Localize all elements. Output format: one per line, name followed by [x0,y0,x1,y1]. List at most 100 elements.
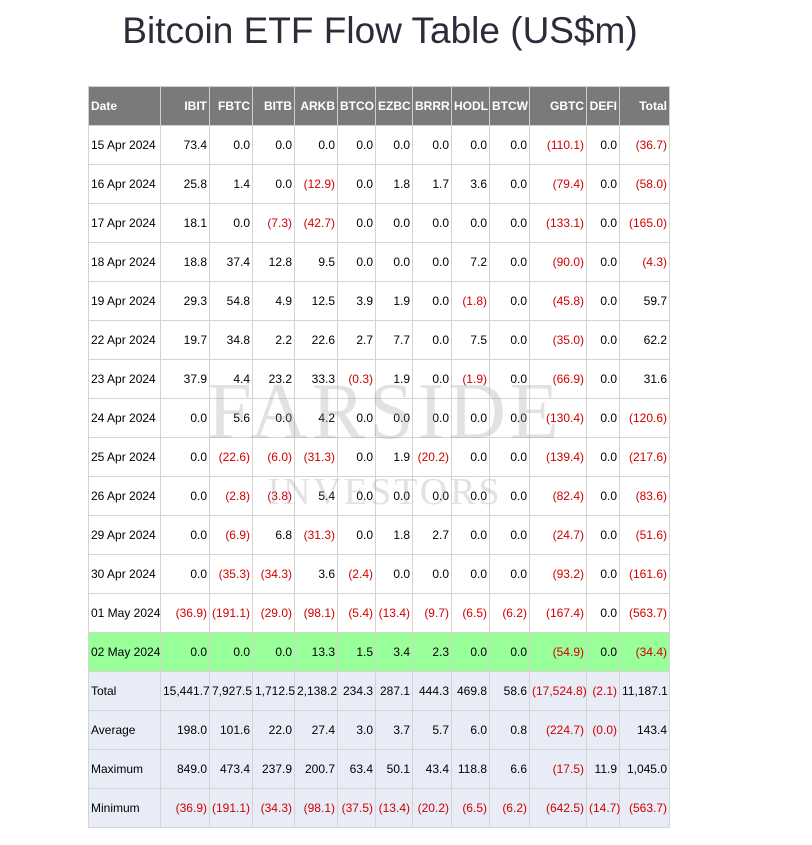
table-row: 18 Apr 2024 18.8 37.4 12.8 9.5 0.0 0.0 0.0 7.2 0.… [88,242,670,282]
table-cell: 9.5 [294,242,338,282]
table-row: 15 Apr 2024 73.4 0.0 0.0 0.0 0.0 0.0 0.0 0.0 0.0(… [88,125,670,165]
table-cell: 0.0 [451,125,490,165]
table-cell: (2.4) [337,554,376,594]
table-cell: 2.3 [412,632,452,672]
table-cell: 0.0 [586,281,620,321]
table-cell: 0.0 [209,203,253,243]
table-body: 15 Apr 2024 73.4 0.0 0.0 0.0 0.0 0.0 0.0 0.0 0.0(… [88,125,670,828]
table-cell: 0.0 [586,359,620,399]
column-header: BTCO [337,86,376,126]
table-cell: 3.6 [451,164,490,204]
table-cell: (98.1) [294,788,338,828]
row-label-cell: 02 May 2024 [88,632,161,672]
table-cell: 0.0 [451,203,490,243]
table-cell: 27.4 [294,710,338,750]
row-label-cell: 23 Apr 2024 [88,359,161,399]
table-cell: 0.0 [160,476,210,516]
row-label-cell: Total [88,671,161,711]
table-cell: 0.0 [160,554,210,594]
table-cell: 6.8 [252,515,295,555]
table-cell: 2.7 [412,515,452,555]
row-label-cell: 17 Apr 2024 [88,203,161,243]
table-cell: 0.0 [375,242,413,282]
table-cell: 18.8 [160,242,210,282]
row-label-cell: 16 Apr 2024 [88,164,161,204]
table-cell: 234.3 [337,671,376,711]
table-row: 23 Apr 2024 37.9 4.4 23.2 33.3 (0.3) 1.9 0.0 (1.… [88,359,670,399]
table-cell: (20.2) [412,437,452,477]
table-cell: 3.7 [375,710,413,750]
table-cell: (6.5) [451,788,490,828]
table-cell: 0.0 [412,203,452,243]
table-cell: (58.0) [619,164,670,204]
table-cell: 7.2 [451,242,490,282]
summary-row: Minimum (36.9) (191.1) (34.3) (98.1) (37.5) (1… [88,788,670,828]
table-cell: 1,045.0 [619,749,670,789]
table-cell: 3.0 [337,710,376,750]
table-cell: (90.0) [529,242,587,282]
table-cell: (1.9) [451,359,490,399]
table-cell: 19.7 [160,320,210,360]
table-cell: (98.1) [294,593,338,633]
table-cell: 54.8 [209,281,253,321]
table-cell: (42.7) [294,203,338,243]
table-cell: (93.2) [529,554,587,594]
table-cell: 1.7 [412,164,452,204]
table-cell: 0.0 [412,554,452,594]
table-cell: (36.9) [160,788,210,828]
table-cell: 0.0 [451,437,490,477]
column-header: DEFI [586,86,620,126]
table-cell: 0.0 [337,164,376,204]
table-cell: 2,138.2 [294,671,338,711]
table-cell: (13.4) [375,593,413,633]
table-cell: 0.0 [412,281,452,321]
table-cell: 11.9 [586,749,620,789]
table-cell: (36.9) [160,593,210,633]
table-cell: (217.6) [619,437,670,477]
table-cell: 0.0 [586,242,620,282]
table-cell: 1.8 [375,515,413,555]
table-cell: 0.0 [451,476,490,516]
table-cell: 849.0 [160,749,210,789]
table-row: 25 Apr 2024 0.0 (22.6) (6.0) (31.3) 0.0 1.9 (20… [88,437,670,477]
table-cell: 12.8 [252,242,295,282]
table-cell: (2.8) [209,476,253,516]
table-cell: (29.0) [252,593,295,633]
table-cell: 0.0 [375,125,413,165]
table-cell: 0.0 [252,164,295,204]
table-cell: 1,712.5 [252,671,295,711]
table-cell: 0.0 [586,398,620,438]
table-cell: 0.0 [294,125,338,165]
table-cell: 5.6 [209,398,253,438]
table-cell: 2.2 [252,320,295,360]
table-cell: 473.4 [209,749,253,789]
table-cell: 0.0 [412,242,452,282]
column-header: BTCW [489,86,530,126]
table-cell: 0.0 [375,398,413,438]
table-cell: (13.4) [375,788,413,828]
table-cell: 0.0 [489,359,530,399]
table-cell: (191.1) [209,593,253,633]
table-cell: 0.0 [489,398,530,438]
row-label-cell: Maximum [88,749,161,789]
summary-row: Total 15,441.7 7,927.5 1,712.5 2,138.2 234.3 2… [88,671,670,711]
table-cell: (17,524.8) [529,671,587,711]
etf-flow-table-container: Date IBIT FBTC BITB ARKB BTCO EZBC BRRR HODL BTCW… [88,86,670,828]
table-cell: 7,927.5 [209,671,253,711]
table-cell: 73.4 [160,125,210,165]
table-cell: (161.6) [619,554,670,594]
table-cell: (6.2) [489,593,530,633]
column-header: Date [88,86,161,126]
table-cell: (54.9) [529,632,587,672]
table-cell: 0.0 [252,632,295,672]
table-cell: (120.6) [619,398,670,438]
table-cell: 0.0 [489,281,530,321]
column-header: BRRR [412,86,452,126]
summary-row: Average 198.0 101.6 22.0 27.4 3.0 3.7 5.7 6.0 0.8… [88,710,670,750]
table-cell: 15,441.7 [160,671,210,711]
table-cell: 4.9 [252,281,295,321]
table-cell: (224.7) [529,710,587,750]
row-label-cell: 29 Apr 2024 [88,515,161,555]
table-cell: 0.0 [586,164,620,204]
table-cell: (34.3) [252,788,295,828]
